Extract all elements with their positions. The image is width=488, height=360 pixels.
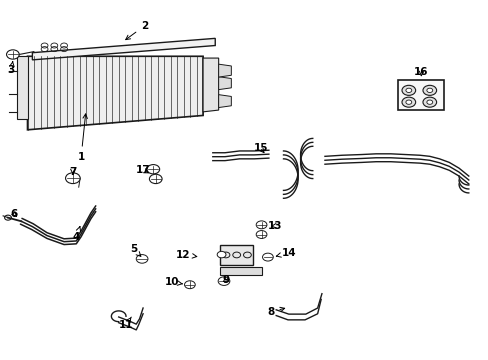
Bar xyxy=(220,244,253,265)
Circle shape xyxy=(218,277,229,285)
Text: 10: 10 xyxy=(165,277,182,287)
Text: 12: 12 xyxy=(176,249,196,260)
Polygon shape xyxy=(32,39,215,60)
Text: 1: 1 xyxy=(78,114,87,162)
Circle shape xyxy=(136,255,148,263)
Text: 16: 16 xyxy=(413,67,428,77)
Text: 9: 9 xyxy=(222,275,229,285)
Circle shape xyxy=(422,97,436,107)
Text: 6: 6 xyxy=(11,209,18,219)
Text: 7: 7 xyxy=(69,167,77,177)
Bar xyxy=(397,80,444,110)
Text: 13: 13 xyxy=(267,221,282,231)
Circle shape xyxy=(405,88,411,93)
Circle shape xyxy=(422,85,436,95)
Polygon shape xyxy=(27,56,203,130)
Circle shape xyxy=(401,97,415,107)
Circle shape xyxy=(147,165,159,174)
Polygon shape xyxy=(218,64,231,77)
Text: 8: 8 xyxy=(266,307,284,317)
Polygon shape xyxy=(218,95,231,108)
Text: 3: 3 xyxy=(8,62,15,75)
Polygon shape xyxy=(218,77,231,90)
Circle shape xyxy=(256,230,266,238)
Circle shape xyxy=(401,85,415,95)
Polygon shape xyxy=(203,58,218,112)
Circle shape xyxy=(149,174,162,184)
Circle shape xyxy=(184,281,195,289)
Polygon shape xyxy=(220,267,262,275)
Circle shape xyxy=(217,251,225,258)
Text: 5: 5 xyxy=(129,244,141,256)
Text: 2: 2 xyxy=(125,21,148,40)
Text: 4: 4 xyxy=(72,226,81,242)
Circle shape xyxy=(426,88,432,93)
Circle shape xyxy=(6,50,19,59)
Text: 15: 15 xyxy=(253,143,267,153)
Circle shape xyxy=(405,100,411,104)
Polygon shape xyxy=(17,56,27,119)
Circle shape xyxy=(256,221,266,229)
Text: 14: 14 xyxy=(276,248,296,258)
Circle shape xyxy=(426,100,432,104)
Text: 17: 17 xyxy=(136,165,151,175)
Text: 11: 11 xyxy=(119,317,133,330)
Circle shape xyxy=(65,173,80,184)
Circle shape xyxy=(262,253,273,261)
